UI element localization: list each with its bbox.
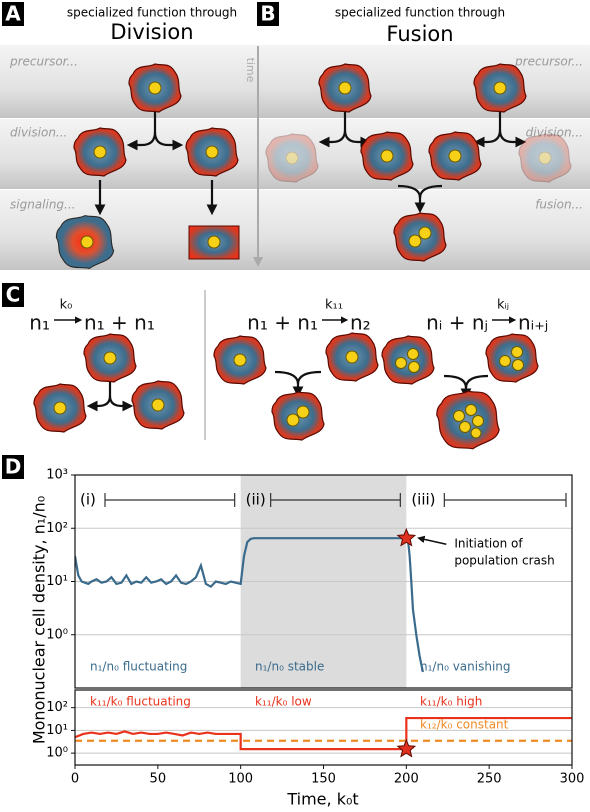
split-arrow	[110, 396, 130, 406]
cell	[326, 333, 378, 381]
cell	[214, 336, 266, 384]
y-tick-label: 10⁰	[46, 627, 68, 642]
annotation: n₁/n₀ vanishing	[420, 660, 511, 674]
split-arrow	[90, 382, 110, 406]
cell	[486, 334, 538, 382]
cell	[382, 336, 434, 384]
cell	[34, 384, 86, 432]
y-tick-label: 10¹	[46, 723, 68, 738]
row-label: division...	[10, 126, 67, 140]
annotation: n₁/n₀ fluctuating	[90, 660, 187, 674]
panel-letter: C	[6, 283, 21, 307]
x-tick-label: 100	[228, 772, 253, 787]
x-tick-label: 200	[394, 772, 419, 787]
x-tick-label: 250	[477, 772, 502, 787]
faded-cell	[519, 134, 571, 182]
x-tick-label: 0	[71, 772, 79, 787]
cell	[361, 132, 413, 180]
panel-letter: D	[5, 455, 22, 479]
nucleus	[81, 236, 93, 248]
cell	[319, 64, 371, 112]
row-label: precursor...	[9, 55, 78, 69]
y-tick-label: 10³	[46, 468, 68, 483]
cell	[74, 128, 126, 176]
annotation: k₁₁/k₀ low	[255, 695, 312, 709]
annotation: k₁₁/k₀ high	[420, 695, 482, 709]
cell	[474, 64, 526, 112]
interval-label: (ii)	[246, 491, 266, 509]
reaction-lhs: n₁	[29, 311, 50, 335]
cell	[272, 392, 324, 440]
interval-label: (iii)	[411, 491, 435, 509]
faded-cell	[266, 134, 318, 182]
reaction-rate: k₀	[60, 298, 73, 313]
panel-subtitle: specialized function through	[67, 6, 237, 20]
panel-letter: A	[5, 2, 21, 26]
y-tick-label: 10²	[46, 700, 68, 715]
reaction-lhs: n₁ + n₁	[247, 311, 318, 335]
reaction-rate: k₁₁	[325, 298, 343, 313]
y-tick-label: 10²	[46, 521, 68, 536]
panel-title: Fusion	[386, 22, 453, 46]
x-tick-label: 50	[150, 772, 167, 787]
cell	[429, 132, 481, 180]
annotation: n₁/n₀ stable	[255, 660, 324, 674]
row-label: signaling...	[10, 198, 76, 212]
time-label: time	[244, 58, 257, 83]
panel-title: Division	[110, 20, 193, 44]
figure: time A specialized function through Divi…	[0, 0, 590, 812]
reaction-rhs: n₁ + n₁	[84, 311, 155, 335]
cell	[186, 128, 238, 176]
cell	[132, 381, 184, 429]
panel-subtitle: specialized function through	[335, 6, 505, 20]
nucleus	[208, 236, 220, 248]
row-label: fusion...	[535, 198, 583, 212]
interval-label: (i)	[80, 491, 96, 509]
panel-letter: B	[260, 2, 275, 26]
x-tick-label: 300	[560, 772, 585, 787]
reaction-rate: kᵢⱼ	[497, 298, 509, 313]
y-tick-label: 10¹	[46, 574, 68, 589]
reaction-lhs: nᵢ + nⱼ	[426, 311, 488, 335]
reaction-rhs: n₂	[350, 311, 371, 335]
callout-text: population crash	[454, 554, 554, 568]
annotation: k₁₂/k₀ constant	[420, 718, 509, 732]
annotation: k₁₁/k₀ fluctuating	[90, 695, 191, 709]
reaction-rhs: nᵢ₊ⱼ	[518, 311, 548, 335]
cell	[84, 334, 136, 382]
cell	[129, 64, 181, 112]
y-tick-label: 10⁰	[46, 746, 68, 761]
row-label: precursor...	[514, 55, 583, 69]
fused-cell	[394, 213, 446, 261]
cell	[437, 391, 499, 449]
callout-text: Initiation of	[454, 537, 523, 551]
x-tick-label: 150	[311, 772, 336, 787]
x-axis-label: Time, k₀t	[286, 790, 358, 809]
